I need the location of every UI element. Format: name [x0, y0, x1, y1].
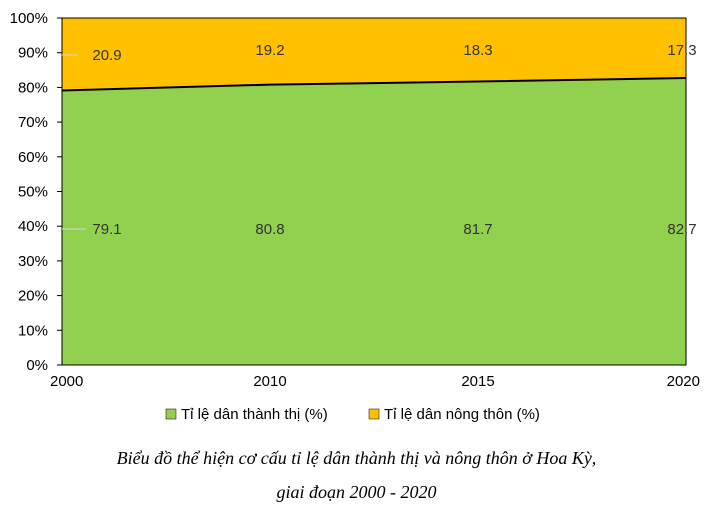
legend-label: Tỉ lệ dân nông thôn (%): [384, 406, 540, 423]
data-label: 80.8: [255, 221, 284, 238]
series-boundary-line: [61, 77, 687, 92]
chart-caption-line-1: Biểu đồ thể hiện cơ cấu tỉ lệ dân thành …: [116, 448, 597, 468]
y-tick-label: 60%: [18, 149, 48, 166]
x-tick-label: 2015: [461, 373, 494, 390]
y-tick-label: 20%: [18, 288, 48, 305]
data-label: 81.7: [463, 221, 492, 238]
chart-caption-line-2: giai đoạn 2000 - 2020: [276, 482, 437, 502]
legend-label: Tỉ lệ dân thành thị (%): [181, 406, 328, 423]
y-tick-label: 10%: [18, 322, 48, 339]
y-tick-label: 0%: [26, 357, 48, 374]
y-tick-label: 90%: [18, 45, 48, 62]
data-label: 17.3: [667, 42, 696, 59]
data-label: 20.9: [92, 47, 121, 64]
data-label: 82.7: [667, 221, 696, 238]
legend-swatch: [165, 408, 177, 420]
area-series-urban: [61, 77, 687, 366]
chart: 0% 10% 20% 30% 40% 50% 60% 70% 80% 90% 100% 2000 201…: [10, 10, 700, 423]
y-tick-label: 80%: [18, 79, 48, 96]
data-label: 79.1: [92, 221, 121, 238]
y-tick-label: 100%: [10, 10, 48, 27]
legend-swatch: [368, 408, 380, 420]
x-tick-label: 2020: [667, 373, 700, 390]
data-label: 19.2: [255, 42, 284, 59]
x-tick-label: 2000: [50, 373, 83, 390]
data-label: 18.3: [463, 42, 492, 59]
y-tick-label: 30%: [18, 253, 48, 270]
y-tick-label: 40%: [18, 218, 48, 235]
y-tick-label: 70%: [18, 114, 48, 131]
y-tick-label: 50%: [18, 184, 48, 201]
x-tick-label: 2010: [253, 373, 286, 390]
